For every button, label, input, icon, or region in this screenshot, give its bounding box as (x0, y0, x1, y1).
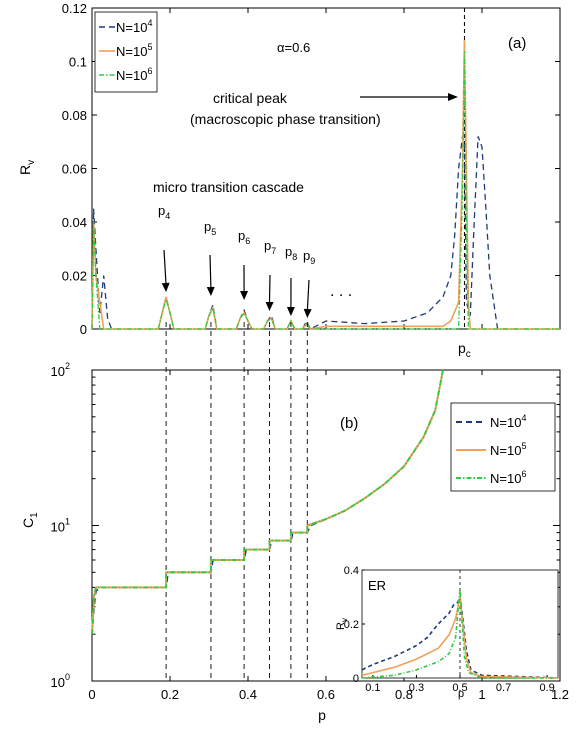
transition-label: p7 (264, 238, 276, 256)
transition-label: p5 (204, 219, 216, 237)
critical-peak-sublabel: (macroscopic phase transition) (190, 111, 381, 127)
transition-arrowhead (303, 308, 312, 318)
transition-guide-lines (165, 322, 308, 681)
x-tick-label: 0.6 (317, 687, 335, 702)
continuation-dots: . . . (330, 283, 352, 300)
panel-b-lines (91, 369, 444, 635)
transition-arrowhead (240, 290, 249, 300)
critical-peak-label: critical peak (213, 90, 288, 106)
legend-entry: N=106 (116, 66, 152, 83)
y-tick-label: 100 (51, 672, 70, 690)
pc-tick-label: pc (458, 340, 471, 360)
x-tick-label: 0.4 (239, 687, 257, 702)
inset-series-line (361, 588, 558, 679)
panel-b-label: (b) (340, 415, 358, 432)
transition-label: p9 (303, 248, 315, 266)
panel-a-y-ticks: 0 0.02 0.04 0.06 0.08 0.1 0.12 (62, 1, 561, 337)
transition-arrow (268, 274, 271, 306)
panel-b-x-ticks: 0 0.2 0.4 0.6 0.8 1 1.2 (88, 370, 569, 702)
inset-ticks: 0.1 0.3 0.5 0.7 0.9 0 0.2 0.4 (344, 565, 555, 694)
panel-b-xlabel: p (318, 707, 326, 723)
panel-a-frame (91, 7, 561, 330)
legend-entry: N=105 (490, 441, 526, 458)
y-tick-label: 0.02 (62, 269, 87, 284)
panel-b-y-ticks: 100 101 102 (51, 361, 560, 690)
y-tick-label: 101 (51, 517, 70, 535)
transition-arrowhead (265, 301, 274, 311)
legend-entry: N=105 (116, 42, 152, 59)
panel-a: 0 0.02 0.04 0.06 0.08 0.1 0.12 Rv (a) α=0.6 cr… (17, 1, 561, 360)
inset-x-tick-label: 0.1 (365, 682, 380, 694)
transition-label: p4 (158, 203, 170, 221)
y-tick-label: 0 (80, 322, 87, 337)
inset-x-tick-label: 0.9 (539, 682, 554, 694)
panel-a-label: (a) (508, 35, 526, 52)
panel-a-lines (91, 8, 560, 330)
panel-a-ylabel: Rv (17, 160, 37, 175)
x-tick-label: 1.2 (551, 687, 569, 702)
y-tick-label: 0.06 (62, 162, 87, 177)
y-tick-label: 0.1 (69, 55, 87, 70)
y-tick-label: 102 (51, 361, 70, 379)
inset-y-tick-label: 0 (353, 673, 359, 685)
inset-x-tick-label: 0.5 (452, 682, 467, 694)
inset-series-line (361, 596, 559, 679)
transition-arrows: p4 p5 p6 p7 p8 p9 (158, 203, 315, 318)
critical-peak-arrowhead (448, 93, 458, 101)
transition-label: p6 (238, 228, 250, 246)
inset-x-tick-label: 0.3 (409, 682, 424, 694)
y-tick-label: 0.04 (62, 215, 87, 230)
transition-arrow (209, 254, 212, 291)
inset-lines (361, 570, 559, 679)
cascade-label: micro transition cascade (153, 179, 304, 195)
x-tick-label: 0.2 (161, 687, 179, 702)
inset-er-plot: 0.1 0.3 0.5 0.7 0.9 0 0.2 0.4 ER Rv p (335, 565, 559, 700)
inset-ylabel: Rv (335, 618, 349, 630)
legend-entry: N=104 (116, 18, 152, 35)
panel-b-ylabel: C1 (20, 512, 40, 528)
legend-entry: N=106 (490, 469, 526, 486)
inset-x-tick-label: 0.7 (496, 682, 511, 694)
inset-label: ER (368, 578, 386, 593)
transition-arrow (163, 249, 167, 287)
transition-arrowhead (286, 306, 295, 316)
transition-arrowhead (206, 286, 215, 296)
inset-series-line (361, 593, 559, 679)
y-tick-label: 0.08 (62, 108, 87, 123)
y-tick-label: 0.12 (62, 1, 87, 16)
panel-b-series-line (91, 369, 444, 635)
panel-b: 0 0.2 0.4 0.6 0.8 1 1.2 100 101 102 C1 p (b) N=1… (20, 361, 569, 723)
panel-a-series-line (91, 136, 560, 330)
alpha-annotation: α=0.6 (277, 40, 310, 55)
transition-arrowhead (161, 282, 170, 292)
transition-arrow (306, 279, 310, 313)
transition-label: p8 (285, 244, 297, 262)
panel-b-legend: N=104 N=105 N=106 (450, 402, 556, 492)
x-tick-label: 0.8 (395, 687, 413, 702)
inset-y-tick-label: 0.2 (344, 619, 359, 631)
panel-a-series-line (91, 50, 560, 330)
inset-xlabel: p (458, 688, 464, 700)
panel-a-legend: N=104 N=105 N=106 (94, 11, 158, 93)
x-tick-label: 0 (88, 687, 95, 702)
inset-y-tick-label: 0.4 (344, 565, 359, 577)
x-tick-label: 1 (478, 687, 485, 702)
legend-entry: N=104 (490, 413, 526, 430)
